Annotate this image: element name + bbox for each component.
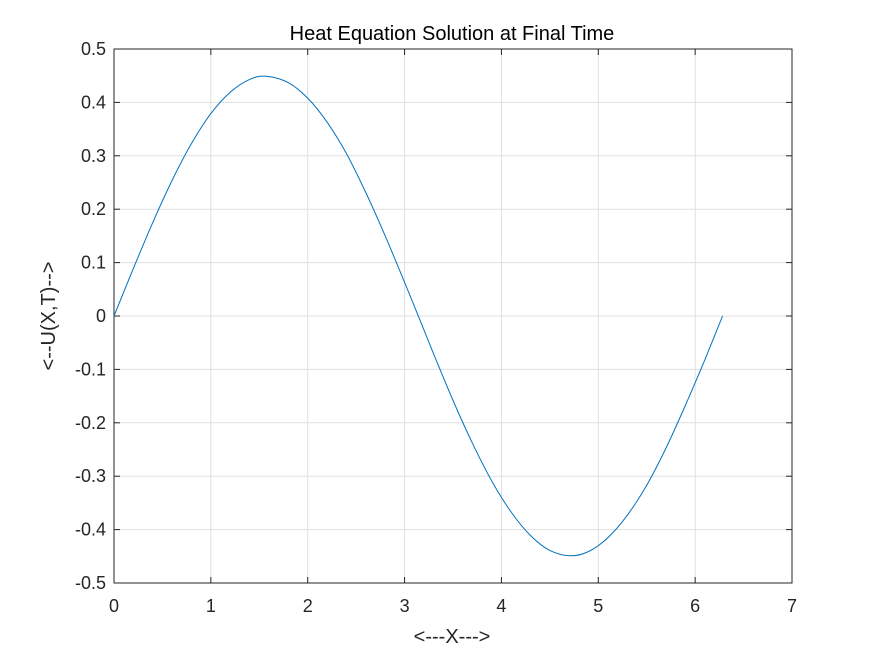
- x-tick-label: 1: [206, 596, 216, 616]
- x-tick-label: 2: [303, 596, 313, 616]
- x-axis-label: <---X--->: [414, 626, 491, 648]
- x-tick-label: 7: [787, 596, 797, 616]
- x-tick-label: 0: [109, 596, 119, 616]
- chart-title: Heat Equation Solution at Final Time: [290, 23, 615, 45]
- y-tick-label: -0.5: [75, 573, 106, 593]
- series-line-0: [113, 75, 724, 557]
- y-tick-label: -0.2: [75, 413, 106, 433]
- x-tick-label: 5: [593, 596, 603, 616]
- x-tick-label: 3: [400, 596, 410, 616]
- grid-layer: [114, 49, 792, 583]
- x-tick-label: 4: [496, 596, 506, 616]
- y-tick-label: -0.1: [75, 359, 106, 379]
- y-tick-label: -0.3: [75, 466, 106, 486]
- y-tick-label: 0.1: [81, 253, 106, 273]
- y-tick-label: -0.4: [75, 520, 106, 540]
- x-tick-label: 6: [690, 596, 700, 616]
- tick-layer: 0 1 2 3 4 5 6 7 -0.5 -0.4 -0.3 -0.2 -0.1 0 0.1 0.2 0.3 0.…: [75, 39, 797, 616]
- y-tick-label: 0.5: [81, 39, 106, 59]
- y-tick-label: 0.2: [81, 199, 106, 219]
- y-axis-label: <--U(X,T)-->: [38, 262, 60, 371]
- series-layer: [113, 75, 724, 557]
- y-tick-label: 0.3: [81, 146, 106, 166]
- y-tick-label: 0.4: [81, 92, 106, 112]
- y-tick-label: 0: [96, 306, 106, 326]
